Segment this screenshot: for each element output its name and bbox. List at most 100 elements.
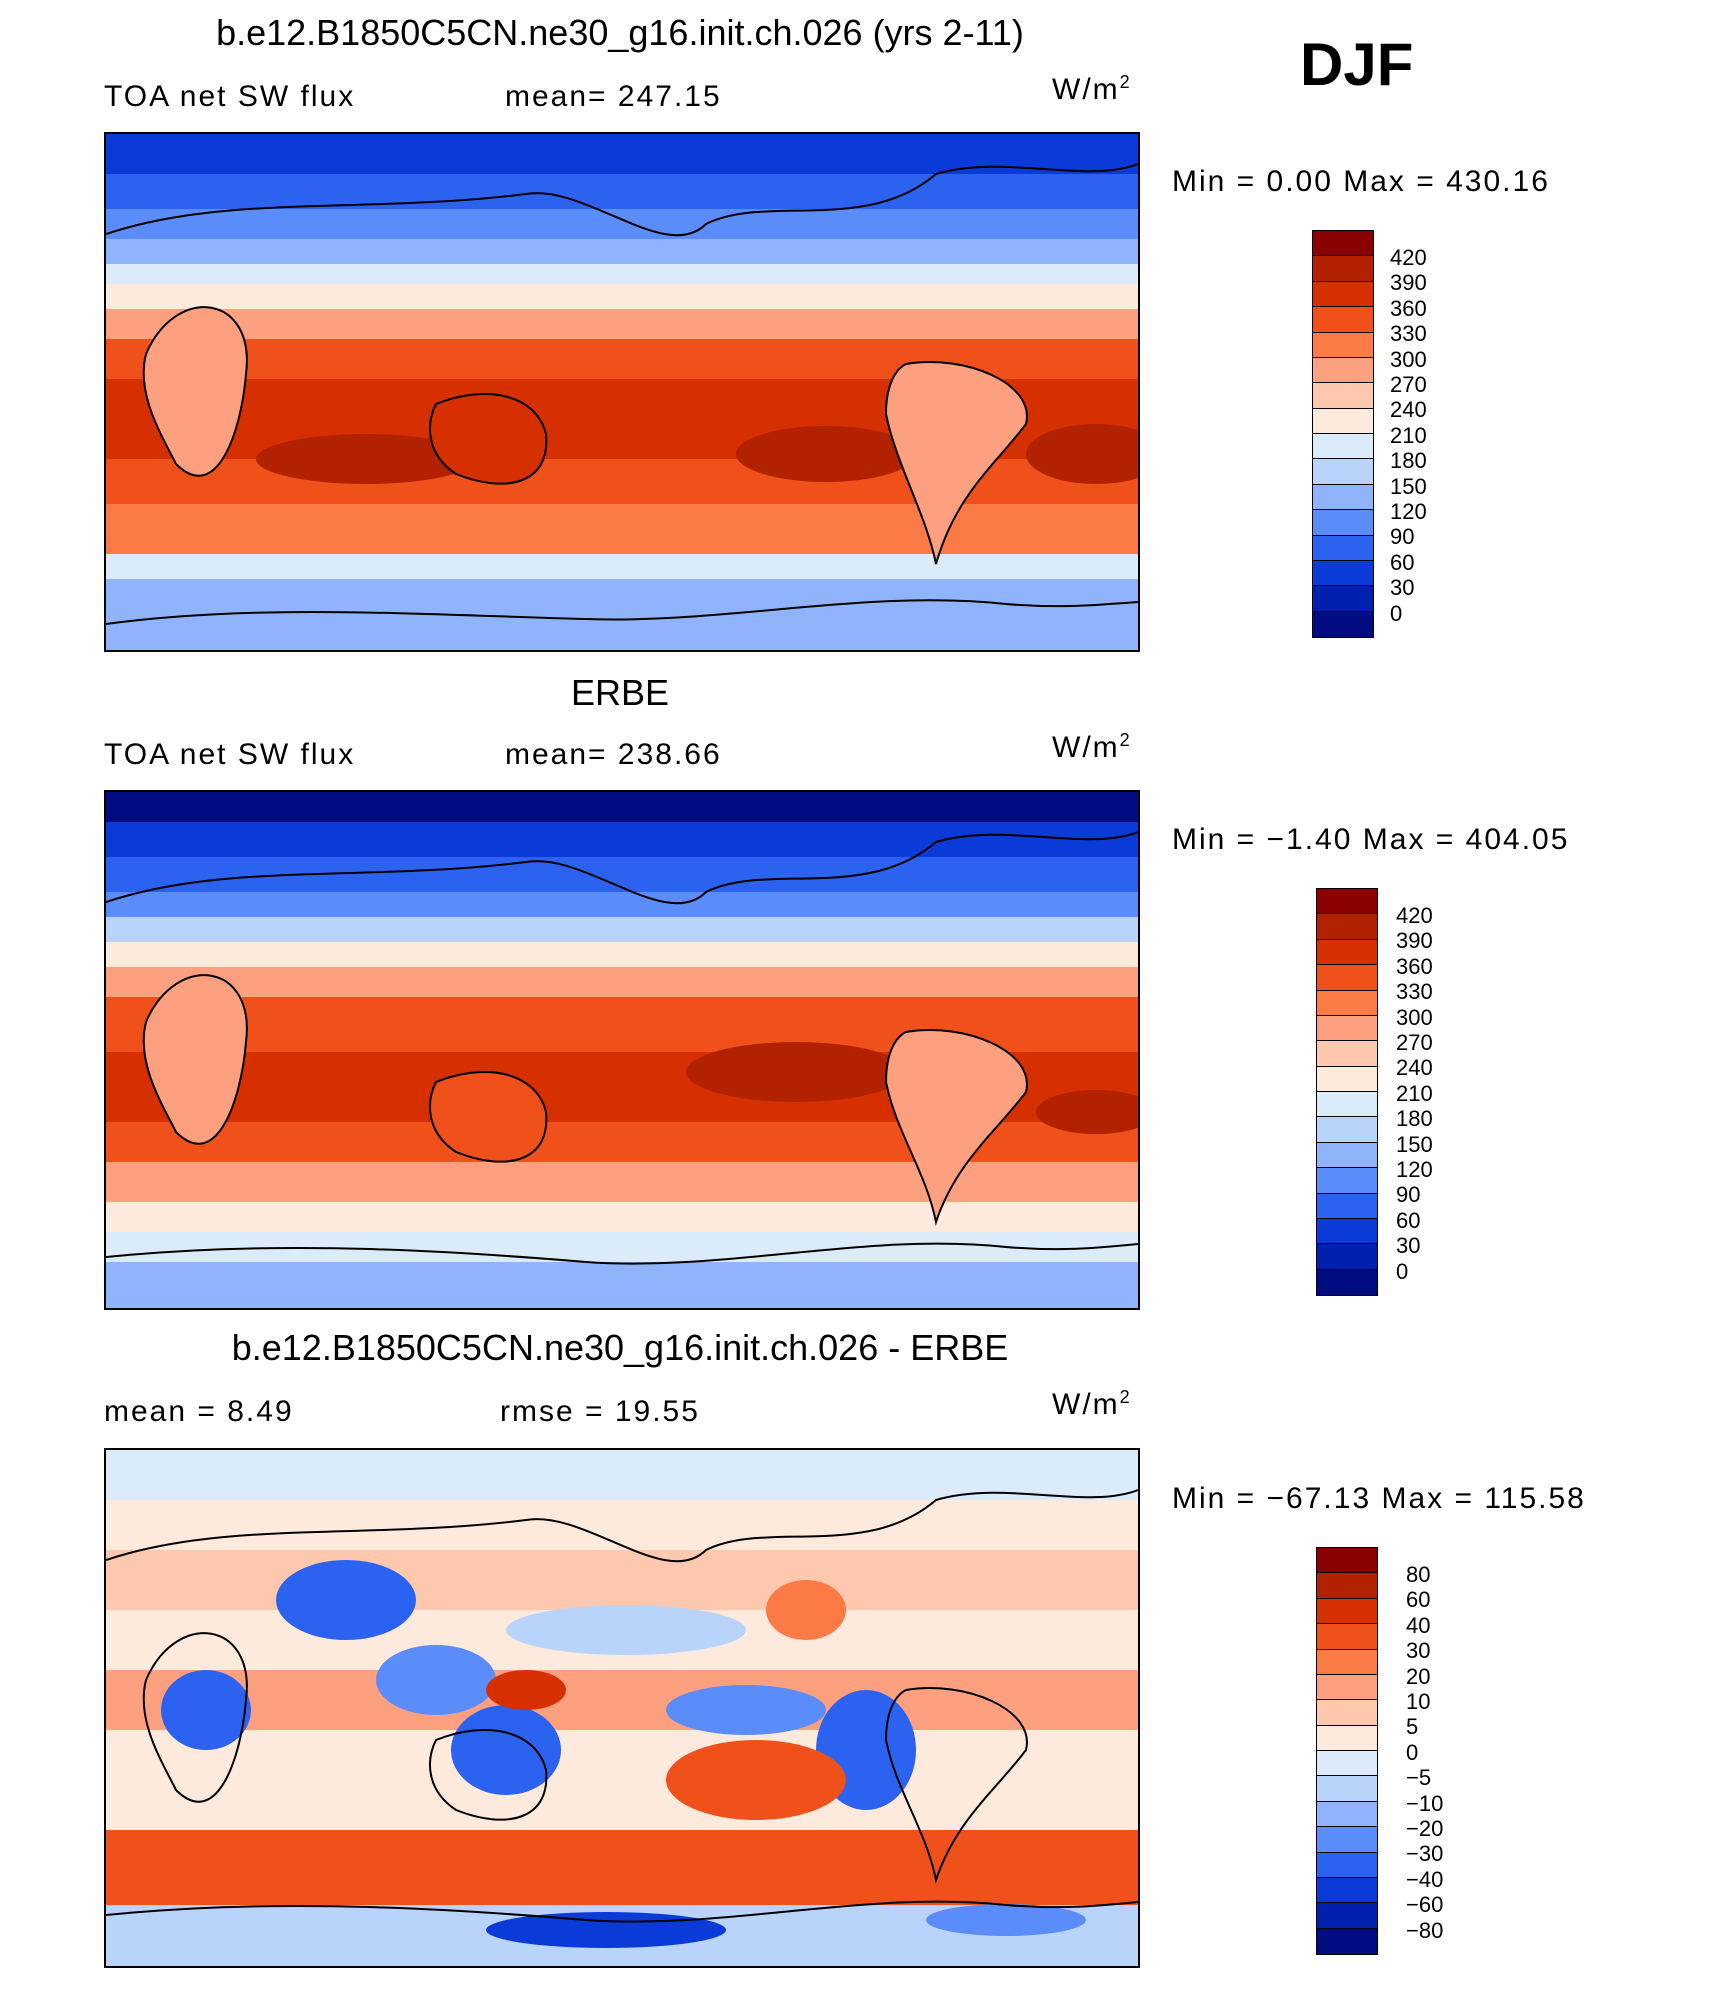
- colorbar-swatch: [1317, 1624, 1377, 1650]
- panel2-colorbar: [1316, 888, 1378, 1296]
- panel3-map: [104, 1448, 1140, 1968]
- colorbar-level-label: 270: [1396, 1030, 1433, 1056]
- colorbar-swatch: [1313, 611, 1373, 637]
- colorbar-swatch: [1313, 383, 1373, 409]
- colorbar-level-label: 300: [1390, 346, 1427, 372]
- colorbar-swatch: [1317, 965, 1377, 991]
- units-text: W/m: [1052, 73, 1120, 106]
- colorbar-level-label: 0: [1396, 1258, 1409, 1284]
- colorbar-swatch: [1313, 586, 1373, 612]
- colorbar-level-label: 330: [1390, 321, 1427, 347]
- panel2-colorbar-labels: 420 390 360 330 300 270 240 210 180 150 120 90 60 30 0: [1396, 903, 1433, 1284]
- panel1-title: b.e12.B1850C5CN.ne30_g16.init.ch.026 (yr…: [216, 12, 1024, 53]
- colorbar-level-label: 360: [1396, 953, 1433, 979]
- colorbar-swatch: [1317, 1573, 1377, 1599]
- colorbar-level-label: 390: [1390, 270, 1427, 296]
- colorbar-swatch: [1317, 1852, 1377, 1878]
- panel3-minmax: Min = −67.13 Max = 115.58: [1172, 1482, 1586, 1515]
- colorbar-level-label: 30: [1396, 1233, 1421, 1259]
- colorbar-swatch: [1313, 459, 1373, 485]
- colorbar-swatch: [1313, 408, 1373, 434]
- colorbar-level-label: 240: [1396, 1055, 1433, 1081]
- colorbar-swatch: [1317, 1548, 1377, 1574]
- colorbar-level-label: 210: [1396, 1080, 1433, 1106]
- colorbar-level-label: 420: [1390, 245, 1427, 270]
- colorbar-level-label: 80: [1406, 1562, 1431, 1587]
- colorbar-level-label: 150: [1396, 1131, 1433, 1157]
- panel3-units: W/m2: [1052, 1387, 1132, 1422]
- panel3-mean-label: mean = 8.49: [104, 1395, 294, 1428]
- colorbar-level-label: −80: [1406, 1917, 1444, 1943]
- colorbar-swatch: [1313, 535, 1373, 561]
- colorbar-swatch: [1317, 1801, 1377, 1828]
- colorbar-swatch: [1317, 1117, 1377, 1143]
- colorbar-swatch: [1313, 434, 1373, 460]
- colorbar-swatch: [1317, 1269, 1377, 1295]
- colorbar-level-label: 240: [1390, 397, 1427, 423]
- colorbar-level-label: 210: [1390, 422, 1427, 448]
- panel1-map: [104, 132, 1140, 652]
- colorbar-swatch: [1317, 1066, 1377, 1092]
- colorbar-level-label: 120: [1396, 1157, 1433, 1183]
- panel2-mean-label: mean= 238.66: [505, 738, 722, 771]
- panel1-variable-label: TOA net SW flux: [104, 80, 356, 113]
- colorbar-swatch: [1313, 231, 1373, 257]
- colorbar-swatch: [1317, 1776, 1377, 1802]
- units-text: W/m: [1052, 1388, 1120, 1421]
- colorbar-level-label: 270: [1390, 372, 1427, 398]
- colorbar-swatch: [1313, 560, 1373, 587]
- colorbar-swatch: [1317, 1041, 1377, 1067]
- colorbar-swatch: [1317, 1877, 1377, 1904]
- colorbar-swatch: [1317, 990, 1377, 1016]
- panel2-units: W/m2: [1052, 730, 1132, 765]
- colorbar-level-label: 60: [1396, 1207, 1421, 1233]
- panel2-title: ERBE: [570, 672, 670, 713]
- colorbar-swatch: [1317, 1015, 1377, 1042]
- colorbar-level-label: 390: [1396, 928, 1433, 954]
- colorbar-swatch: [1317, 889, 1377, 915]
- colorbar-swatch: [1317, 939, 1377, 966]
- colorbar-swatch: [1317, 1928, 1377, 1954]
- colorbar-swatch: [1317, 1142, 1377, 1169]
- panel3-colorbar-labels: 80 60 40 30 20 10 5 0 −5 −10 −20 −30 −40 −60 −80: [1406, 1562, 1443, 1943]
- colorbar-level-label: 90: [1390, 524, 1415, 550]
- colorbar-level-label: 20: [1406, 1663, 1431, 1689]
- colorbar-level-label: 0: [1390, 600, 1403, 626]
- season-label: DJF: [1300, 31, 1414, 98]
- colorbar-level-label: 330: [1396, 979, 1433, 1005]
- panel2-variable-label: TOA net SW flux: [104, 738, 356, 771]
- panel1-colorbar: [1312, 230, 1374, 638]
- panel2-map: [104, 790, 1140, 1310]
- colorbar-swatch: [1317, 1598, 1377, 1625]
- colorbar-level-label: 360: [1390, 295, 1427, 321]
- colorbar-swatch: [1317, 1193, 1377, 1219]
- colorbar-level-label: −40: [1406, 1866, 1444, 1892]
- panel1-minmax: Min = 0.00 Max = 430.16: [1172, 165, 1550, 198]
- colorbar-swatch: [1313, 256, 1373, 282]
- colorbar-level-label: −10: [1406, 1790, 1444, 1816]
- panel1-mean-label: mean= 247.15: [505, 80, 722, 113]
- colorbar-swatch: [1313, 332, 1373, 358]
- panel1-map-svg: [106, 134, 1138, 650]
- colorbar-level-label: 60: [1390, 549, 1415, 575]
- units-exponent: 2: [1119, 730, 1132, 750]
- colorbar-swatch: [1313, 281, 1373, 308]
- colorbar-level-label: 180: [1396, 1106, 1433, 1132]
- colorbar-level-label: −30: [1406, 1841, 1444, 1867]
- colorbar-level-label: 60: [1406, 1587, 1431, 1613]
- colorbar-swatch: [1317, 1244, 1377, 1270]
- units-text: W/m: [1052, 731, 1120, 764]
- colorbar-level-label: 10: [1406, 1689, 1431, 1715]
- colorbar-swatch: [1317, 1700, 1377, 1726]
- panel2-minmax: Min = −1.40 Max = 404.05: [1172, 823, 1570, 856]
- colorbar-level-label: 120: [1390, 499, 1427, 525]
- colorbar-level-label: −5: [1406, 1765, 1432, 1791]
- panel3-rmse-label: rmse = 19.55: [500, 1395, 700, 1428]
- colorbar-swatch: [1317, 1218, 1377, 1245]
- panel3-map-svg: [106, 1450, 1138, 1966]
- colorbar-level-label: 180: [1390, 448, 1427, 474]
- colorbar-swatch: [1317, 1168, 1377, 1194]
- colorbar-swatch: [1317, 1751, 1377, 1777]
- colorbar-level-label: 0: [1406, 1739, 1419, 1765]
- panel1-colorbar-labels: 420 390 360 330 300 270 240 210 180 150 120 90 60 30 0: [1390, 245, 1427, 626]
